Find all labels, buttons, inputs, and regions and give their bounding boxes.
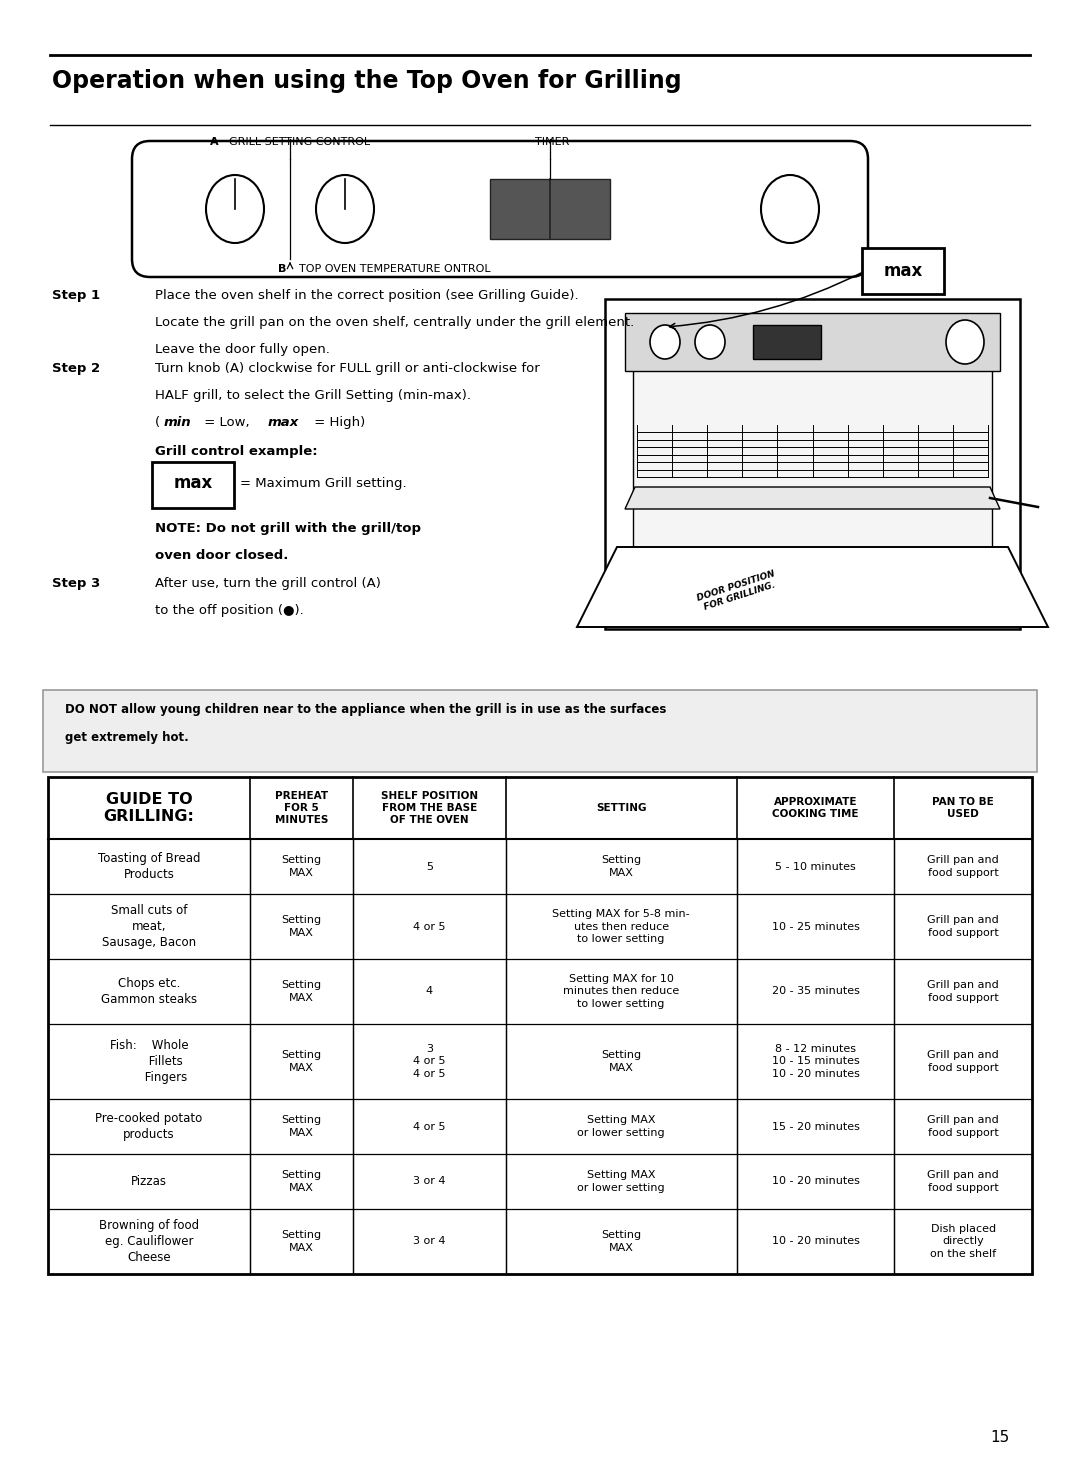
Text: Step 3: Step 3 xyxy=(52,578,100,589)
Text: GRILL SETTING CONTROL: GRILL SETTING CONTROL xyxy=(222,137,370,148)
Text: Step 1: Step 1 xyxy=(52,289,100,301)
Text: Pre-cooked potato
products: Pre-cooked potato products xyxy=(95,1112,202,1142)
Text: 8 - 12 minutes
10 - 15 minutes
10 - 20 minutes: 8 - 12 minutes 10 - 15 minutes 10 - 20 m… xyxy=(771,1044,860,1078)
Text: Setting
MAX: Setting MAX xyxy=(281,1170,322,1193)
Text: Setting
MAX: Setting MAX xyxy=(602,855,642,877)
FancyBboxPatch shape xyxy=(132,140,868,278)
Text: 20 - 35 minutes: 20 - 35 minutes xyxy=(771,987,860,997)
Text: = Low,: = Low, xyxy=(200,417,258,428)
Text: Grill control example:: Grill control example: xyxy=(156,445,318,458)
Text: max: max xyxy=(883,261,922,281)
Text: to the off position (●).: to the off position (●). xyxy=(156,604,303,617)
Text: Browning of food
eg. Cauliflower
Cheese: Browning of food eg. Cauliflower Cheese xyxy=(98,1219,199,1264)
Text: Setting MAX
or lower setting: Setting MAX or lower setting xyxy=(578,1170,665,1193)
Text: TIMER: TIMER xyxy=(535,137,569,148)
Text: 4: 4 xyxy=(426,987,433,997)
Text: Setting
MAX: Setting MAX xyxy=(281,981,322,1003)
Ellipse shape xyxy=(650,325,680,359)
Text: Operation when using the Top Oven for Grilling: Operation when using the Top Oven for Gr… xyxy=(52,69,681,93)
Text: B: B xyxy=(278,264,286,275)
Text: = Maximum Grill setting.: = Maximum Grill setting. xyxy=(240,477,407,489)
Text: = High): = High) xyxy=(310,417,365,428)
Text: Grill pan and
food support: Grill pan and food support xyxy=(928,1050,999,1072)
Text: 4 or 5: 4 or 5 xyxy=(413,1121,446,1131)
Text: APPROXIMATE
COOKING TIME: APPROXIMATE COOKING TIME xyxy=(772,798,859,818)
Text: Grill pan and
food support: Grill pan and food support xyxy=(928,855,999,877)
Text: Toasting of Bread
Products: Toasting of Bread Products xyxy=(97,852,200,880)
Text: Fish:    Whole
         Fillets
         Fingers: Fish: Whole Fillets Fingers xyxy=(109,1038,188,1084)
Bar xyxy=(625,313,1000,371)
Text: Setting
MAX: Setting MAX xyxy=(281,1115,322,1137)
Bar xyxy=(490,179,610,239)
Text: 5: 5 xyxy=(426,861,433,871)
Ellipse shape xyxy=(761,174,819,244)
Text: DO NOT allow young children near to the appliance when the grill is in use as th: DO NOT allow young children near to the … xyxy=(65,703,666,716)
Text: Place the oven shelf in the correct position (see Grilling Guide).: Place the oven shelf in the correct posi… xyxy=(156,289,579,301)
Bar xyxy=(48,777,1032,1275)
Text: Grill pan and
food support: Grill pan and food support xyxy=(928,1115,999,1137)
Text: 10 - 20 minutes: 10 - 20 minutes xyxy=(771,1236,860,1247)
Text: Turn knob (A) clockwise for FULL grill or anti-clockwise for: Turn knob (A) clockwise for FULL grill o… xyxy=(156,362,540,375)
Text: HALF grill, to select the Grill Setting (min-max).: HALF grill, to select the Grill Setting … xyxy=(156,388,471,402)
Text: max: max xyxy=(268,417,299,428)
FancyBboxPatch shape xyxy=(862,248,944,294)
Text: min: min xyxy=(164,417,191,428)
Text: Pizzas: Pizzas xyxy=(131,1176,166,1188)
Text: 3 or 4: 3 or 4 xyxy=(413,1236,446,1247)
Text: Setting MAX
or lower setting: Setting MAX or lower setting xyxy=(578,1115,665,1137)
Text: Grill pan and
food support: Grill pan and food support xyxy=(928,916,999,938)
Polygon shape xyxy=(625,487,1000,510)
Text: Setting
MAX: Setting MAX xyxy=(281,916,322,938)
Text: get extremely hot.: get extremely hot. xyxy=(65,731,189,744)
Text: Setting
MAX: Setting MAX xyxy=(281,1230,322,1252)
Bar xyxy=(633,322,993,546)
Text: max: max xyxy=(174,474,213,492)
Text: SHELF POSITION
FROM THE BASE
OF THE OVEN: SHELF POSITION FROM THE BASE OF THE OVEN xyxy=(381,792,477,824)
Text: 3
4 or 5
4 or 5: 3 4 or 5 4 or 5 xyxy=(413,1044,446,1078)
Text: Locate the grill pan on the oven shelf, centrally under the grill element.: Locate the grill pan on the oven shelf, … xyxy=(156,316,634,329)
Text: 5 - 10 minutes: 5 - 10 minutes xyxy=(775,861,855,871)
Text: Setting
MAX: Setting MAX xyxy=(602,1230,642,1252)
Text: Setting MAX for 5-8 min-
utes then reduce
to lower setting: Setting MAX for 5-8 min- utes then reduc… xyxy=(552,910,690,944)
Text: Chops etc.
Gammon steaks: Chops etc. Gammon steaks xyxy=(100,976,197,1006)
Text: Dish placed
directly
on the shelf: Dish placed directly on the shelf xyxy=(930,1224,996,1258)
Text: A: A xyxy=(210,137,218,148)
Text: 15: 15 xyxy=(990,1430,1010,1445)
Polygon shape xyxy=(577,546,1048,628)
Text: Setting
MAX: Setting MAX xyxy=(602,1050,642,1072)
Text: Grill pan and
food support: Grill pan and food support xyxy=(928,981,999,1003)
Ellipse shape xyxy=(206,174,264,244)
Text: 15 - 20 minutes: 15 - 20 minutes xyxy=(771,1121,860,1131)
FancyBboxPatch shape xyxy=(43,690,1037,772)
Text: Setting
MAX: Setting MAX xyxy=(281,855,322,877)
Text: SETTING: SETTING xyxy=(596,803,647,812)
Text: GUIDE TO
GRILLING:: GUIDE TO GRILLING: xyxy=(104,792,194,824)
Text: Small cuts of
meat,
Sausage, Bacon: Small cuts of meat, Sausage, Bacon xyxy=(102,904,195,950)
Text: (: ( xyxy=(156,417,160,428)
Text: 4 or 5: 4 or 5 xyxy=(413,922,446,932)
Text: DOOR POSITION
FOR GRILLING.: DOOR POSITION FOR GRILLING. xyxy=(696,569,780,613)
FancyBboxPatch shape xyxy=(152,462,234,508)
Text: NOTE: Do not grill with the grill/top: NOTE: Do not grill with the grill/top xyxy=(156,521,421,535)
Text: 10 - 20 minutes: 10 - 20 minutes xyxy=(771,1177,860,1186)
Text: After use, turn the grill control (A): After use, turn the grill control (A) xyxy=(156,578,381,589)
Text: Grill pan and
food support: Grill pan and food support xyxy=(928,1170,999,1193)
Bar xyxy=(605,298,1020,629)
Ellipse shape xyxy=(696,325,725,359)
Text: TOP OVEN TEMPERATURE ONTROL: TOP OVEN TEMPERATURE ONTROL xyxy=(292,264,490,275)
Bar xyxy=(753,325,821,359)
Text: 3 or 4: 3 or 4 xyxy=(413,1177,446,1186)
Ellipse shape xyxy=(946,321,984,363)
Text: 10 - 25 minutes: 10 - 25 minutes xyxy=(771,922,860,932)
Ellipse shape xyxy=(316,174,374,244)
Text: Step 2: Step 2 xyxy=(52,362,100,375)
Text: PREHEAT
FOR 5
MINUTES: PREHEAT FOR 5 MINUTES xyxy=(274,792,328,824)
Text: oven door closed.: oven door closed. xyxy=(156,549,288,563)
Text: Setting
MAX: Setting MAX xyxy=(281,1050,322,1072)
Text: Setting MAX for 10
minutes then reduce
to lower setting: Setting MAX for 10 minutes then reduce t… xyxy=(563,975,679,1009)
Text: Leave the door fully open.: Leave the door fully open. xyxy=(156,343,329,356)
Text: PAN TO BE
USED: PAN TO BE USED xyxy=(932,798,994,818)
